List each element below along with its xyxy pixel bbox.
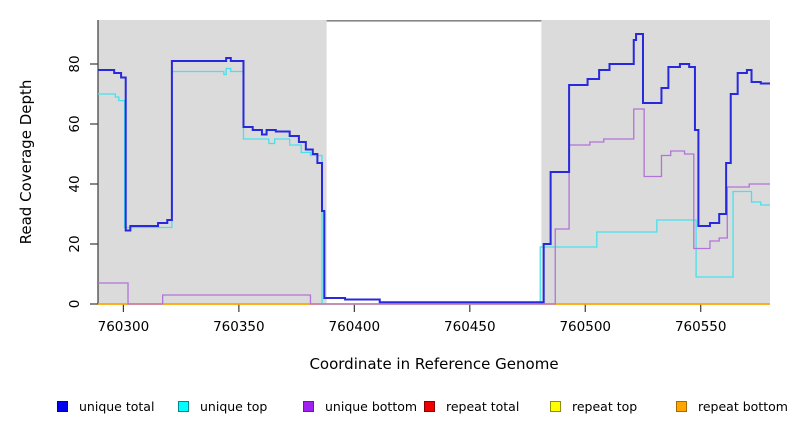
legend-item-repeat-top: repeat top (550, 396, 637, 416)
legend-label: unique top (200, 398, 268, 414)
legend-label: repeat bottom (698, 398, 788, 414)
y-axis-title: Read Coverage Depth (17, 80, 35, 245)
shaded-region (541, 20, 770, 305)
x-tick-label: 760450 (444, 319, 496, 335)
unique-total-swatch-icon (57, 400, 68, 412)
series-unique-bottom (98, 108, 770, 305)
x-tick-label: 760550 (675, 319, 727, 335)
legend-item-repeat-total: repeat total (424, 396, 519, 416)
y-tick-label: 0 (67, 300, 83, 309)
repeat-total-swatch-icon (424, 400, 435, 412)
x-tick-label: 760500 (559, 319, 611, 335)
legend-label: unique bottom (325, 398, 418, 414)
legend-label: unique total (79, 398, 155, 414)
coverage-plot: 760300 760350 760400 760450 760500 760550 0 20 4… (17, 19, 770, 373)
x-tick-label: 760350 (213, 319, 265, 335)
legend-item-repeat-bottom: repeat bottom (676, 396, 788, 416)
shaded-region (98, 20, 327, 305)
y-tick-label: 20 (67, 235, 83, 252)
x-tick-label: 760300 (98, 319, 150, 335)
legend-item-unique-bottom: unique bottom (303, 396, 417, 416)
repeat-bottom-swatch-icon (676, 400, 687, 412)
y-tick-label: 80 (67, 55, 83, 72)
x-tick-label: 760400 (329, 319, 381, 335)
series-unique-total (98, 33, 770, 304)
unique-bottom-swatch-icon (303, 400, 314, 412)
legend-label: repeat top (572, 398, 638, 414)
legend-label: repeat total (446, 398, 520, 414)
repeat-top-swatch-icon (550, 400, 561, 412)
legend: unique total unique top unique bottom re… (0, 396, 792, 420)
x-axis-title: Coordinate in Reference Genome (309, 355, 558, 373)
y-tick-label: 60 (67, 115, 83, 132)
unique-top-swatch-icon (178, 400, 189, 412)
y-tick-label: 40 (67, 175, 83, 192)
legend-item-unique-top: unique top (178, 396, 267, 416)
legend-item-unique-total: unique total (57, 396, 154, 416)
